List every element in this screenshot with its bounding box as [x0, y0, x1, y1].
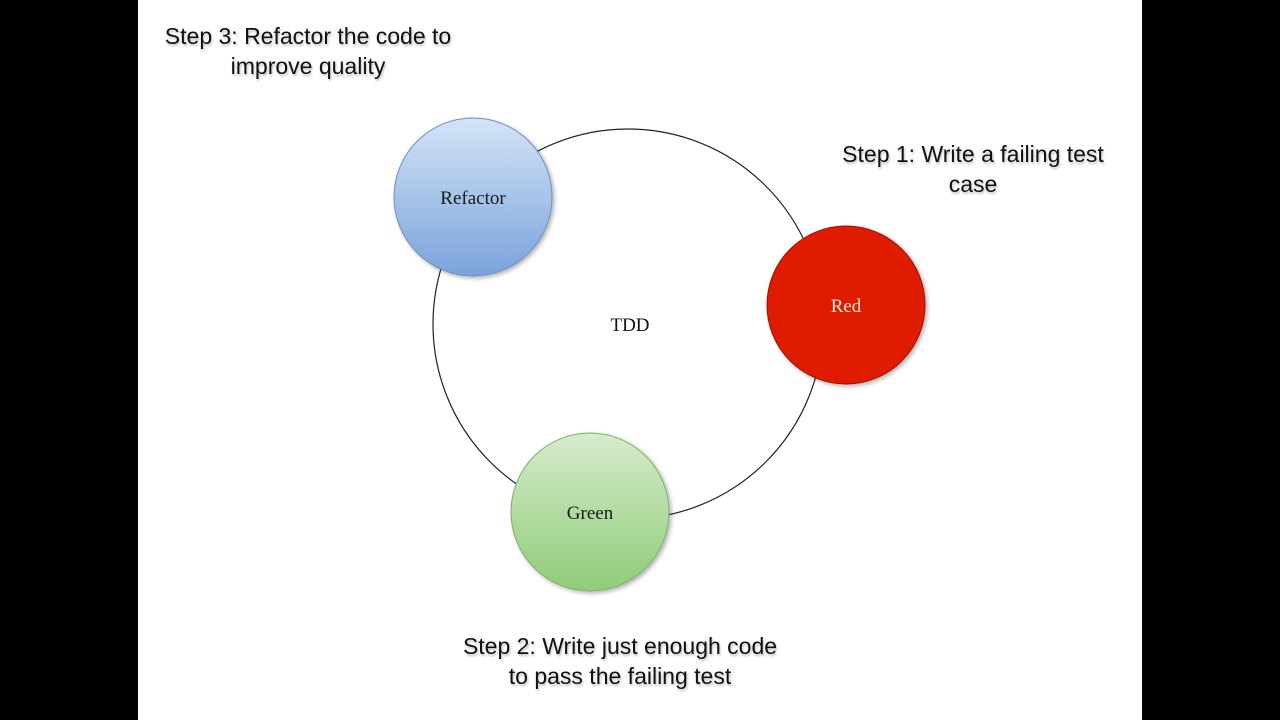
step-3-caption: Step 3: Refactor the code to improve qua…	[148, 21, 468, 81]
node-red-label: Red	[831, 296, 862, 317]
node-green-label: Green	[567, 503, 614, 524]
step-2-line2: to pass the failing test	[508, 663, 732, 689]
step-1-line2: case	[948, 171, 998, 197]
slide: TDD Refactor Red Green Step 3: Refactor …	[138, 0, 1142, 720]
node-refactor-label: Refactor	[440, 188, 506, 209]
step-1-caption: Step 1: Write a failing test case	[818, 139, 1128, 199]
node-refactor: Refactor	[393, 117, 553, 277]
node-green: Green	[510, 432, 670, 592]
step-2-caption: Step 2: Write just enough code to pass t…	[438, 631, 802, 691]
center-label: TDD	[610, 315, 649, 336]
node-red: Red	[766, 225, 926, 385]
tdd-cycle-diagram: TDD Refactor Red Green	[393, 117, 926, 592]
step-2-line1: Step 2: Write just enough code	[462, 633, 778, 659]
step-3-line1: Step 3: Refactor the code to	[164, 23, 452, 49]
step-3-line2: improve quality	[230, 53, 386, 79]
step-1-line1: Step 1: Write a failing test	[842, 141, 1104, 167]
